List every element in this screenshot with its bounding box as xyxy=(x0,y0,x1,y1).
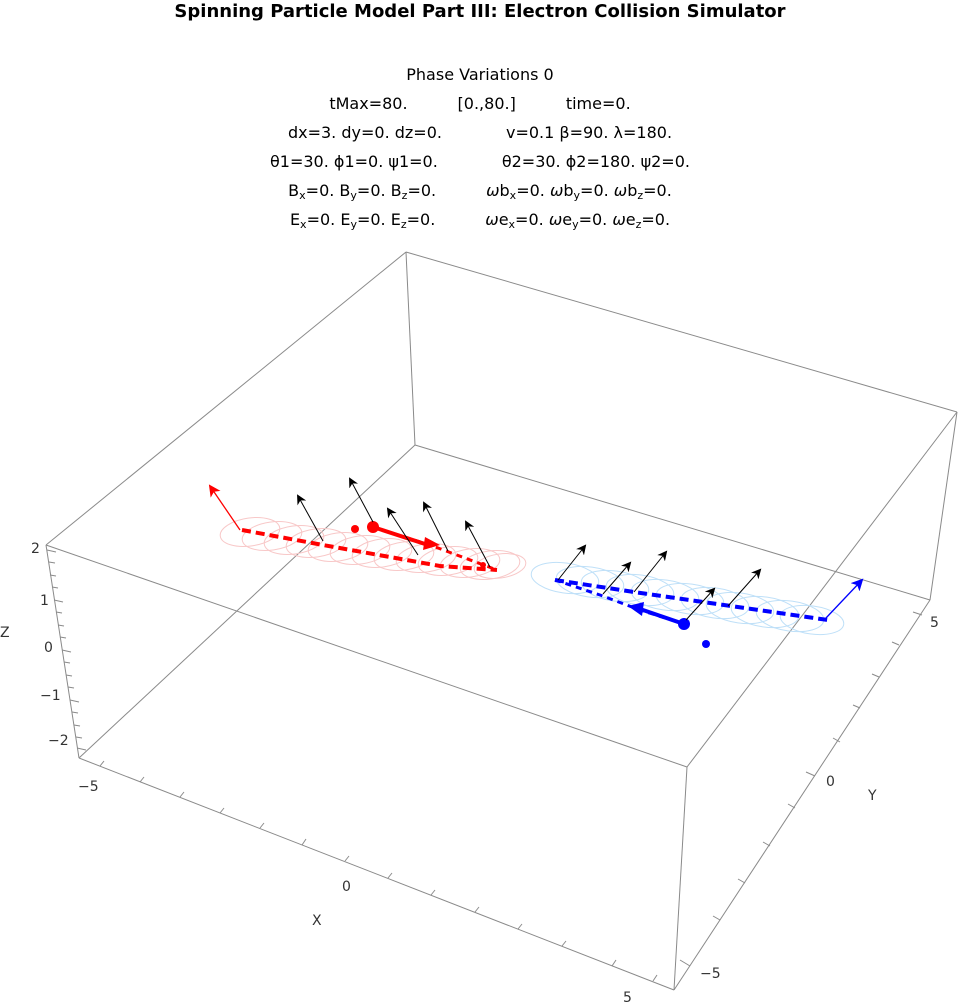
particle2-orbit xyxy=(530,561,845,636)
particle2-marker xyxy=(678,618,690,630)
x-tick-5: 5 xyxy=(623,990,632,1006)
y-tick-5: 5 xyxy=(930,615,939,631)
bounding-box xyxy=(45,251,958,991)
e-field-row: Ex=0. Ey=0. Ez=0. ωex=0. ωey=0. ωez=0. xyxy=(0,205,960,234)
y-tick-neg5: −5 xyxy=(700,966,721,982)
particle1-spin-axis xyxy=(372,525,426,546)
z-tick-neg2: −2 xyxy=(48,733,69,749)
angles-particle2: θ2=30. ϕ2=180. ψ2=0. xyxy=(501,152,690,171)
z-tick-neg1: −1 xyxy=(40,688,61,704)
x-tick-0: 0 xyxy=(342,879,351,895)
omega-e-values: ωex=0. ωey=0. ωez=0. xyxy=(485,210,671,231)
x-axis-label: X xyxy=(312,913,322,929)
time-row: tMax=80. [0.,80.] time=0. xyxy=(0,89,960,118)
parameter-panel: Phase Variations 0 tMax=80. [0.,80.] time=… xyxy=(0,60,960,234)
particle2-spin-arrows xyxy=(557,544,762,621)
tmax-value: tMax=80. xyxy=(329,94,408,113)
particle2-spin-axis xyxy=(639,607,685,626)
omega-b-values: ωbx=0. ωby=0. ωbz=0. xyxy=(486,181,672,202)
b-field-values: Bx=0. By=0. Bz=0. xyxy=(288,181,437,202)
z-tick-1: 1 xyxy=(40,593,49,609)
particle2-velocity-arrow xyxy=(825,578,864,619)
z-axis-label: Z xyxy=(0,625,10,641)
particle1-orbit xyxy=(219,517,527,580)
phase-label: Phase Variations 0 xyxy=(406,65,554,84)
y-tick-0: 0 xyxy=(826,774,835,790)
z-tick-2: 2 xyxy=(31,541,40,557)
z-axis-ticks xyxy=(46,549,87,751)
e-field-values: Ex=0. Ey=0. Ez=0. xyxy=(289,210,436,231)
x-tick-neg5: −5 xyxy=(78,779,99,795)
page-title: Spinning Particle Model Part III: Electr… xyxy=(174,1,786,22)
particle1-marker xyxy=(367,521,379,533)
time-value: time=0. xyxy=(565,94,631,113)
y-axis-label: Y xyxy=(867,788,877,804)
particle1-path xyxy=(208,484,498,572)
displacement-values: dx=3. dy=0. dz=0. xyxy=(287,123,442,142)
time-range: [0.,80.] xyxy=(457,94,516,113)
b-field-row: Bx=0. By=0. Bz=0. ωbx=0. ωby=0. ωbz=0. xyxy=(0,176,960,205)
velocity-values: v=0.1 β=90. λ=180. xyxy=(505,123,673,142)
y-axis-ticks xyxy=(679,611,923,967)
particle1-velocity-arrow xyxy=(208,484,241,531)
particle1-spin-arrows xyxy=(297,477,491,568)
angles-particle1: θ1=30. ϕ1=0. ψ1=0. xyxy=(270,152,438,171)
z-tick-0: 0 xyxy=(44,640,53,656)
angles-row: θ1=30. ϕ1=0. ψ1=0. θ2=30. ϕ2=180. ψ2=0. xyxy=(0,147,960,176)
displacement-row: dx=3. dy=0. dz=0. v=0.1 β=90. λ=180. xyxy=(0,118,960,147)
x-axis-ticks xyxy=(99,760,658,982)
particle2-path xyxy=(554,578,864,648)
axis-labels: 2 1 0 −1 −2 Z −5 0 5 X −5 0 5 Y xyxy=(0,541,939,1006)
